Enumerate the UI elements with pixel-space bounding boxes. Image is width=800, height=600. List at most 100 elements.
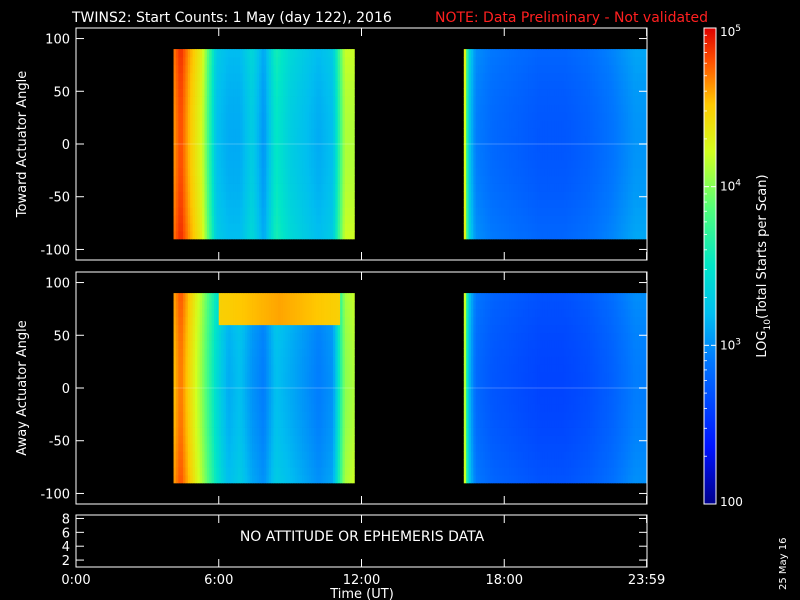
heat-cell (611, 191, 615, 200)
heat-cell (261, 57, 265, 66)
heat-cell (282, 459, 286, 468)
heat-cell (318, 128, 322, 137)
heat-cell (616, 104, 619, 113)
heat-cell (585, 223, 588, 232)
heat-cell (263, 215, 267, 224)
heat-cell (347, 120, 350, 129)
heat-cell (606, 215, 610, 224)
heat-cell (328, 175, 331, 184)
heat-cell (608, 57, 612, 66)
heat-cell (252, 427, 255, 436)
heat-cell (328, 151, 331, 161)
heat-cell (639, 80, 643, 90)
heat-cell (547, 199, 550, 208)
heat-cell (509, 64, 512, 74)
heat-cell (247, 316, 251, 326)
heat-cell (285, 380, 289, 389)
heat-cell (237, 293, 241, 302)
heat-cell (263, 72, 267, 82)
heat-cell (639, 64, 643, 74)
heat-cell (292, 199, 296, 208)
heat-cell (344, 199, 348, 208)
heat-cell (259, 128, 262, 137)
heat-cell (613, 223, 617, 232)
heat-cell (183, 364, 186, 373)
heat-cell (175, 231, 179, 240)
heat-cell (190, 72, 193, 82)
heat-cell (587, 72, 591, 82)
heat-cell (306, 175, 310, 184)
heat-cell (247, 364, 251, 373)
heat-cell (585, 72, 588, 82)
heat-cell (230, 191, 234, 200)
heat-cell (604, 231, 607, 240)
heat-cell (221, 372, 224, 381)
heat-cell (470, 183, 474, 192)
heat-cell (209, 301, 213, 310)
heat-cell (499, 57, 503, 66)
heat-cell (261, 427, 265, 436)
heat-cell (194, 104, 198, 113)
heat-cell (202, 104, 205, 113)
heat-cell (221, 380, 224, 389)
heat-cell (611, 151, 615, 161)
heat-cell (244, 348, 248, 357)
heat-cell (225, 72, 229, 82)
heat-cell (290, 72, 293, 82)
heat-cell (247, 151, 251, 161)
heat-cell (556, 207, 560, 216)
heat-cell (616, 88, 619, 97)
heat-cell (294, 64, 298, 74)
heat-cell (199, 332, 203, 341)
heat-cell (254, 388, 258, 397)
heat-cell (249, 151, 253, 161)
heat-cell (178, 411, 182, 421)
heat-cell (249, 316, 253, 326)
heat-cell (290, 419, 293, 428)
heat-cell (328, 199, 331, 208)
heat-cell (280, 467, 284, 476)
heat-cell (318, 57, 322, 66)
heat-cell (582, 207, 586, 216)
heat-cell (292, 88, 296, 97)
heat-cell (344, 223, 348, 232)
heat-cell (256, 451, 260, 460)
heat-cell (520, 72, 524, 82)
heat-cell (525, 151, 529, 161)
heat-cell (178, 183, 182, 192)
heat-cell (620, 231, 624, 240)
heat-cell (252, 324, 255, 334)
heat-cell (528, 120, 531, 129)
heat-cell (318, 207, 322, 216)
heat-cell (470, 191, 474, 200)
heat-cell (644, 215, 648, 224)
heat-cell (183, 332, 186, 341)
heat-cell (197, 223, 201, 232)
heat-cell (294, 191, 298, 200)
heat-cell (278, 183, 282, 192)
heat-cell (639, 96, 643, 105)
heat-cell (183, 380, 186, 389)
heat-cell (542, 191, 546, 200)
heat-cell (233, 64, 236, 74)
heat-cell (206, 136, 210, 145)
heat-cell (616, 159, 619, 169)
heat-cell (509, 96, 512, 105)
heat-cell (216, 57, 220, 66)
heat-cell (197, 427, 201, 436)
heat-cell (554, 96, 557, 105)
heat-cell (263, 475, 267, 484)
heat-cell (194, 136, 198, 145)
heat-cell (337, 57, 341, 66)
heat-cell (321, 151, 324, 161)
heat-cell (580, 104, 584, 113)
heat-cell (604, 64, 607, 74)
heat-cell (549, 104, 553, 113)
heat-cell (587, 151, 591, 161)
heat-cell (549, 57, 553, 66)
heat-cell (328, 72, 331, 82)
heat-cell (202, 207, 205, 216)
heat-cell (180, 223, 184, 232)
heat-cell (589, 207, 593, 216)
heat-cell (256, 167, 260, 177)
